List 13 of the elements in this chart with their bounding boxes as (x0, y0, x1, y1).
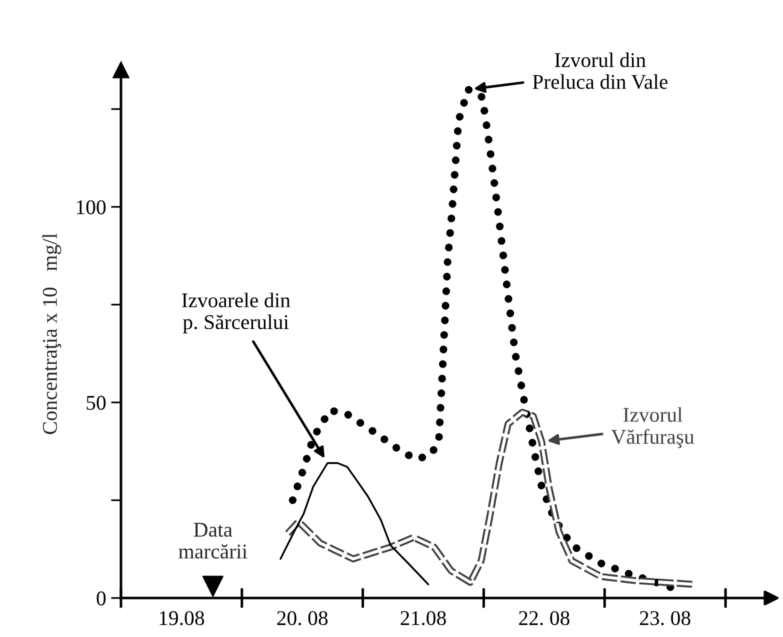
y-tick-label: 100 (76, 200, 106, 214)
x-tick-label: 21.08 (400, 611, 446, 626)
text: Izvorul Vărfuraşu (611, 407, 694, 448)
x-tick-label: 22. 08 (519, 611, 570, 626)
text: Izvoarele din p. Sărcerului (182, 292, 290, 334)
y-tick-label: 0 (96, 591, 106, 606)
y-axis-title: Concentraţia x 10 mg/l (42, 233, 62, 434)
text: Izvorul din Preluca din Vale (532, 52, 668, 90)
x-tick-label: 20. 08 (277, 611, 328, 626)
y-tick-label: 50 (86, 396, 106, 410)
x-tick-label: 19.08 (160, 611, 204, 626)
x-tick-label: 23. 08 (640, 611, 690, 626)
annotation: Data marcării (178, 522, 248, 559)
